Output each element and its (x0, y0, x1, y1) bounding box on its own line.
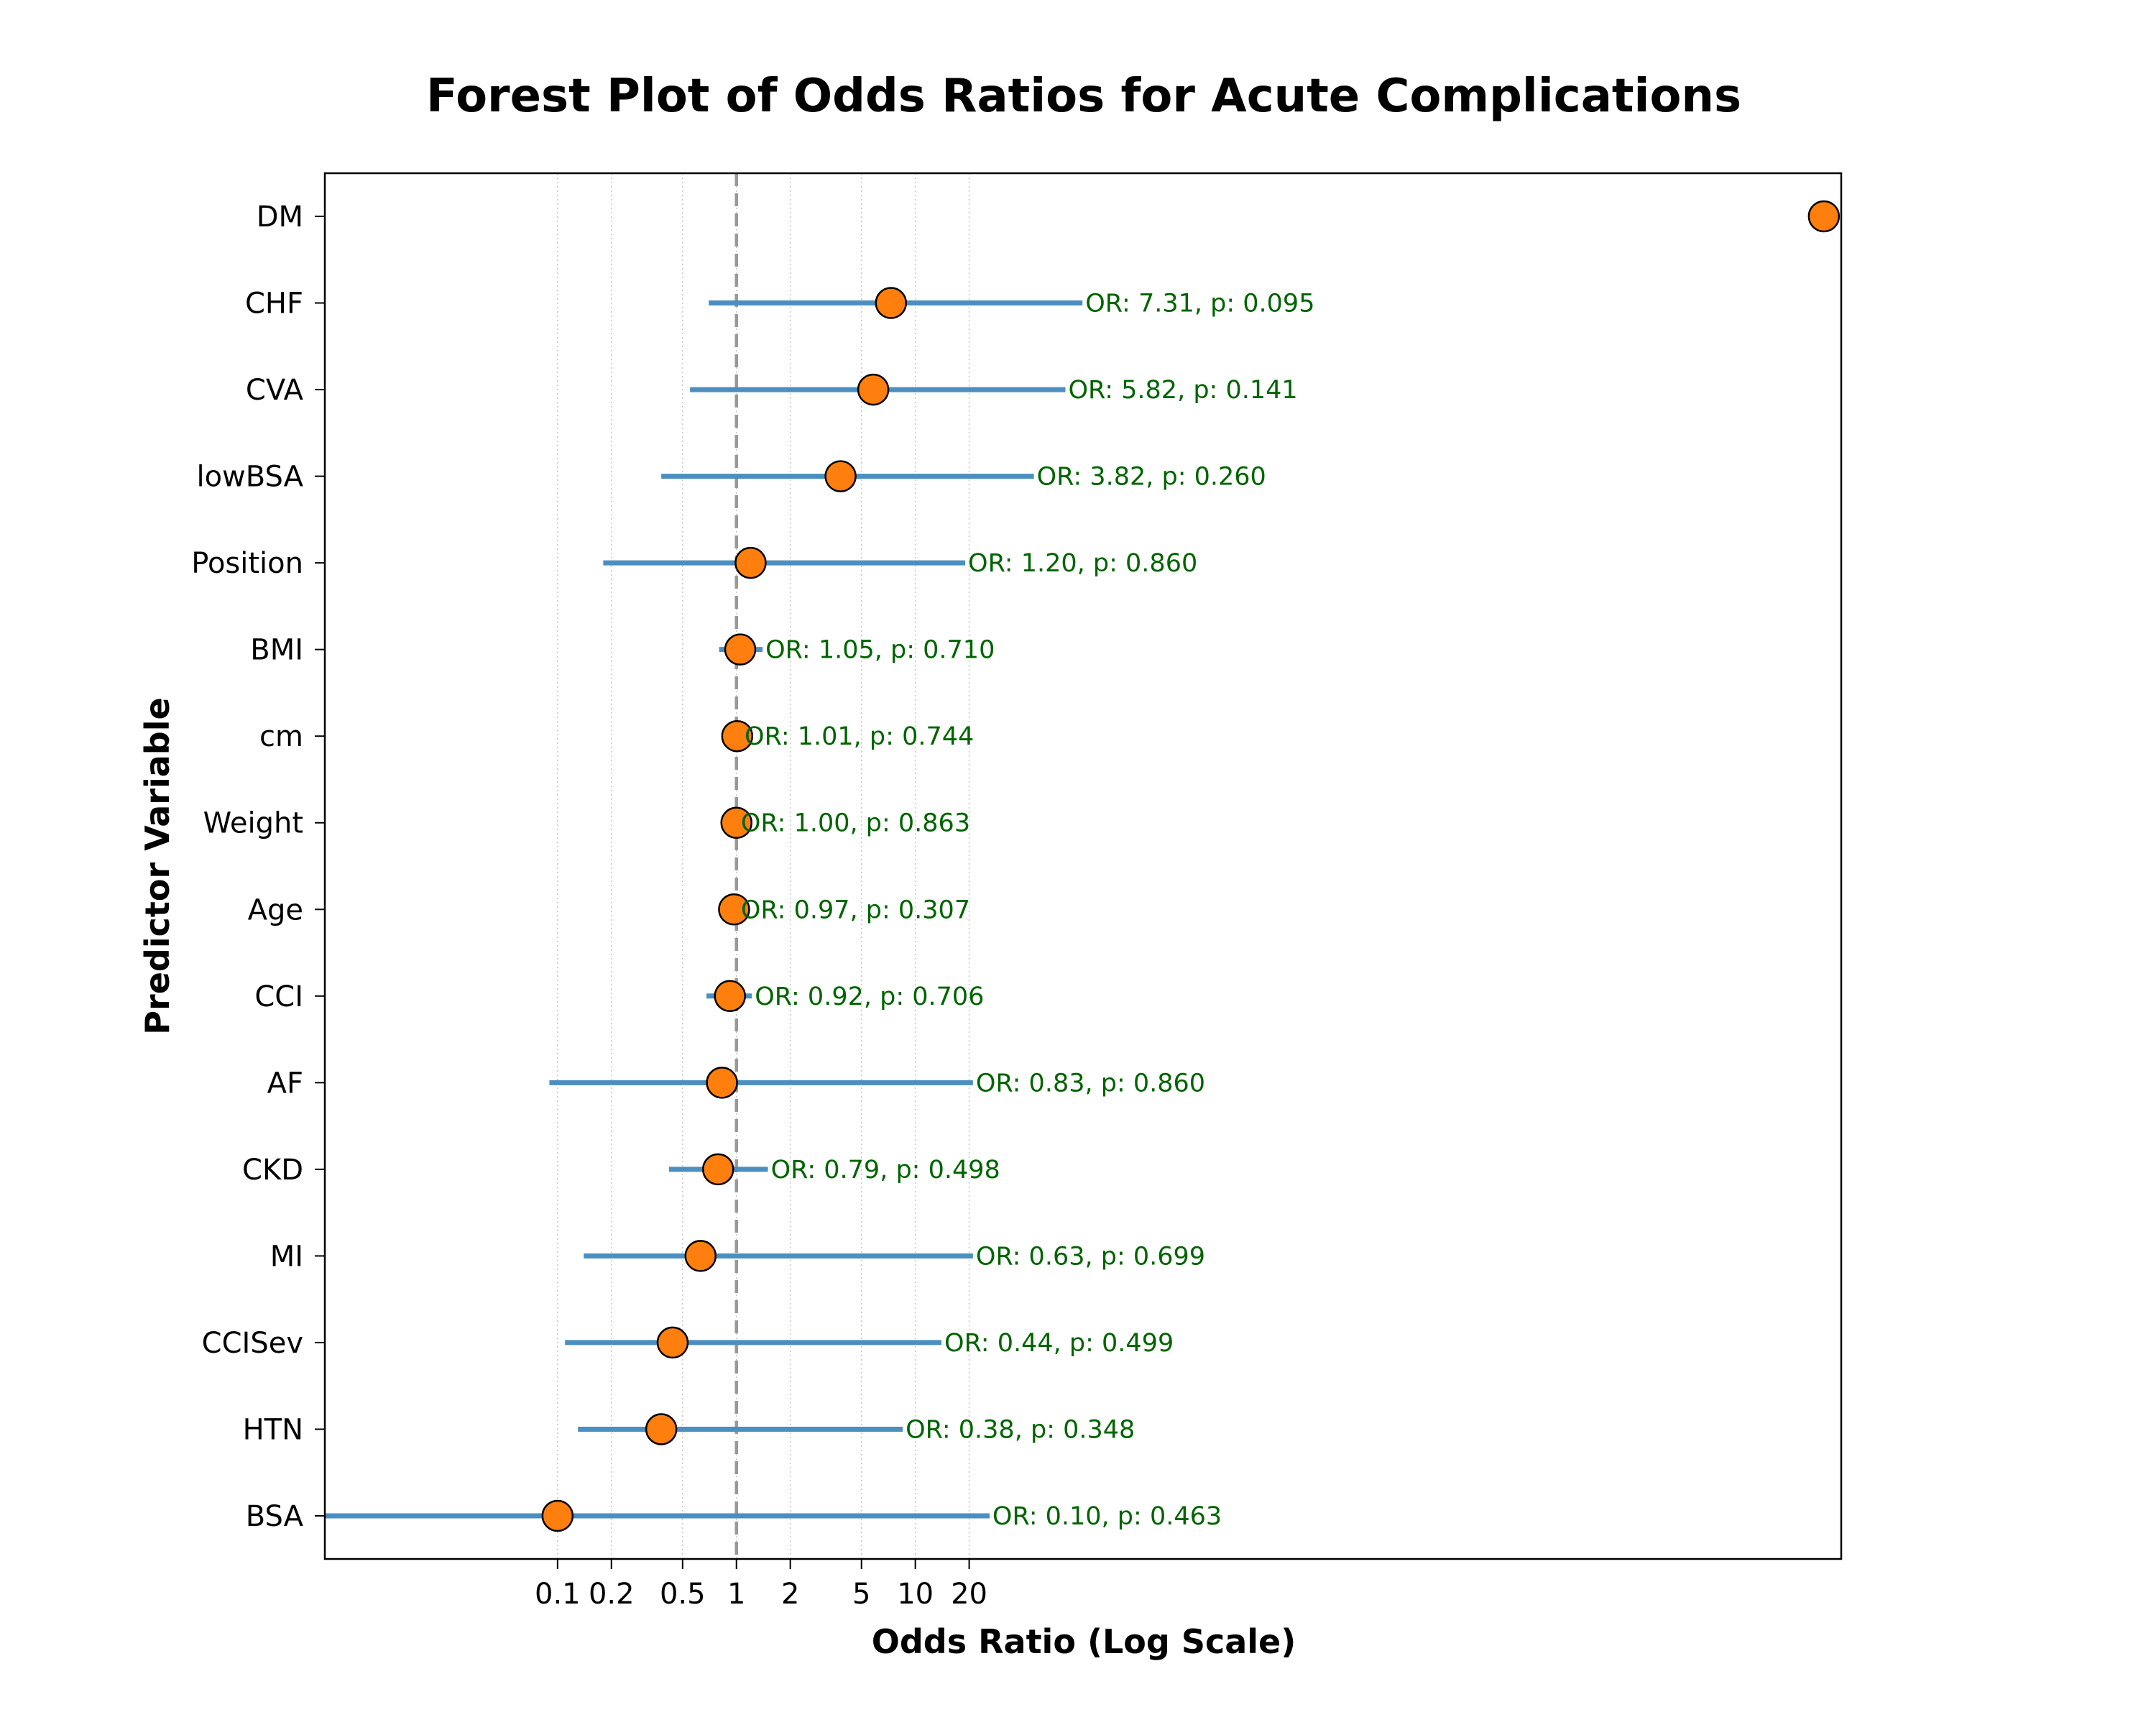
y-tick-label: CCI (254, 980, 303, 1013)
y-tick-label: Position (191, 547, 303, 580)
x-tick-label: 20 (951, 1578, 987, 1611)
y-tick-label: CCISev (202, 1327, 303, 1360)
y-tick-label: BSA (246, 1500, 304, 1533)
y-tick-label: Age (248, 893, 303, 926)
x-axis-label: Odds Ratio (Log Scale) (872, 1622, 1296, 1661)
y-tick-label: CHF (245, 288, 303, 321)
or-marker (702, 1153, 734, 1186)
or-annotation: OR: 0.97, p: 0.307 (741, 896, 970, 924)
or-annotation: OR: 0.44, p: 0.499 (944, 1329, 1174, 1358)
or-annotation: OR: 3.82, p: 0.260 (1037, 463, 1266, 492)
x-tick-label: 2 (781, 1578, 799, 1611)
odds-ratio-markers (541, 200, 1841, 1532)
or-marker (1807, 200, 1841, 233)
or-annotation: OR: 1.20, p: 0.860 (968, 549, 1197, 578)
or-annotation: OR: 0.63, p: 0.699 (976, 1242, 1205, 1271)
x-tick-label: 10 (897, 1578, 934, 1611)
plot-frame (323, 172, 1843, 1560)
or-marker (875, 287, 908, 319)
or-annotation: OR: 5.82, p: 0.141 (1068, 376, 1297, 405)
or-annotation: OR: 1.01, p: 0.744 (745, 722, 974, 751)
x-tick-label: 0.1 (535, 1578, 581, 1611)
or-marker (684, 1240, 717, 1272)
y-axis-label: Predictor Variable (138, 697, 177, 1034)
annotations: OR: 0.10, p: 0.463 OR: 0.38, p: 0.348 OR: … (741, 290, 1315, 1531)
y-tick-label: cm (259, 720, 303, 753)
y-tick-label: MI (270, 1240, 303, 1273)
y-tick-label: DM (257, 201, 303, 234)
y-tick-label: HTN (243, 1413, 303, 1446)
or-annotation: OR: 0.38, p: 0.348 (906, 1415, 1135, 1444)
or-marker (706, 1067, 738, 1099)
y-tick-label: BMI (250, 634, 303, 667)
or-marker (714, 980, 746, 1013)
or-marker (645, 1413, 678, 1445)
or-marker (720, 806, 752, 839)
or-marker (721, 719, 754, 753)
or-annotation: OR: 0.10, p: 0.463 (992, 1502, 1222, 1531)
or-annotation: OR: 0.83, p: 0.860 (976, 1069, 1205, 1098)
x-tick-label: 0.2 (589, 1578, 635, 1611)
axes: 0.1 0.2 0.5 1 2 5 10 20 BSA HTN CCISev MI CKD AF CCI Ag… (191, 201, 987, 1611)
or-marker (857, 373, 890, 406)
y-tick-label: AF (267, 1067, 303, 1100)
y-tick-label: CVA (246, 374, 304, 407)
or-marker (718, 893, 750, 926)
or-annotation: OR: 7.31, p: 0.095 (1085, 290, 1314, 318)
or-annotation: OR: 1.00, p: 0.863 (741, 809, 970, 838)
or-marker (656, 1326, 689, 1359)
x-tick-label: 1 (727, 1578, 745, 1611)
or-marker (734, 546, 767, 579)
chart-title: Forest Plot of Odds Ratios for Acute Com… (426, 70, 1741, 123)
grid-lines (557, 173, 970, 1559)
or-marker (724, 633, 757, 666)
or-annotation: OR: 1.05, p: 0.710 (765, 636, 995, 665)
or-marker (824, 460, 857, 492)
or-marker (541, 1499, 574, 1532)
y-tick-label: CKD (242, 1154, 303, 1187)
y-tick-label: Weight (203, 807, 303, 840)
y-tick-label: lowBSA (196, 461, 303, 494)
x-tick-label: 0.5 (660, 1578, 706, 1611)
x-tick-label: 5 (852, 1578, 870, 1611)
or-annotation: OR: 0.79, p: 0.498 (771, 1156, 1000, 1184)
or-annotation: OR: 0.92, p: 0.706 (755, 983, 984, 1011)
